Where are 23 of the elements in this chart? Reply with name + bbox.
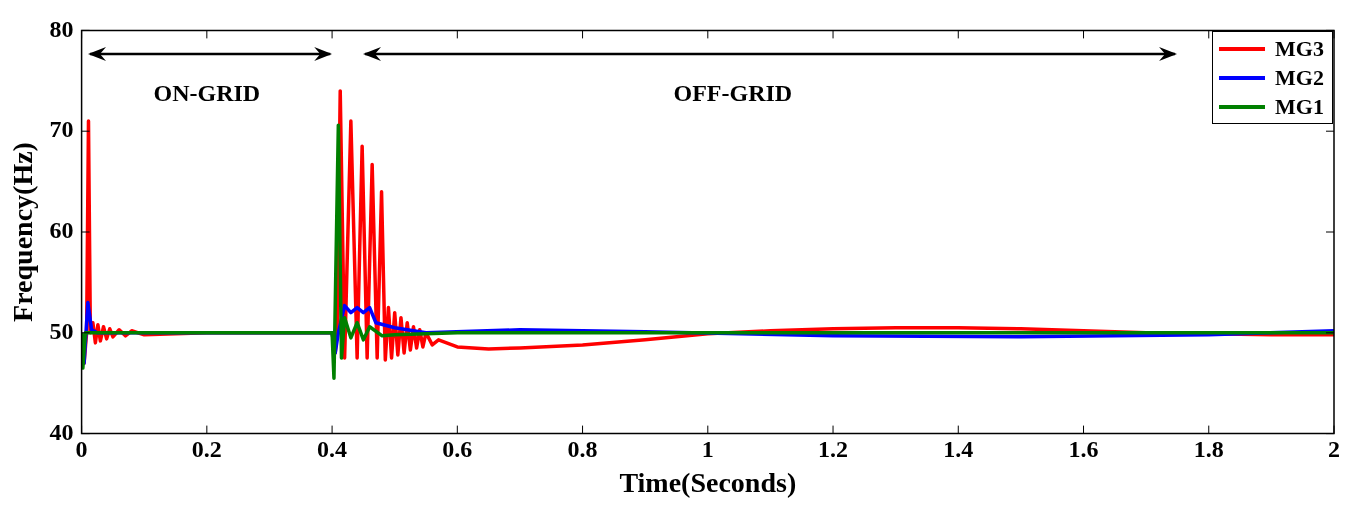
- y-tick-label: 50: [49, 318, 74, 344]
- y-tick-label: 70: [49, 116, 74, 143]
- annotation: ON-GRID: [153, 80, 261, 108]
- x-tick-label: 1: [701, 436, 714, 463]
- x-tick-label: 0.4: [317, 436, 348, 463]
- x-tick-label: 1.6: [1068, 436, 1099, 463]
- annotation: OFF-GRID: [673, 80, 793, 108]
- x-tick-label: 1.8: [1193, 436, 1224, 463]
- x-tick-label: 1.2: [818, 436, 849, 463]
- x-tick-label: 0.2: [191, 436, 222, 463]
- x-tick-label: 1.4: [943, 436, 974, 463]
- y-tick-label: 80: [49, 15, 74, 42]
- y-axis-title: Frequency(Hz): [7, 142, 39, 322]
- legend-label: MG2: [1275, 64, 1324, 91]
- x-tick-label: 0.8: [567, 436, 598, 463]
- y-tick-label: 40: [49, 418, 74, 445]
- x-tick-label: 0.6: [442, 436, 473, 463]
- x-tick-label: 2: [1328, 436, 1340, 463]
- y-tick-label: 60: [49, 217, 74, 244]
- x-tick-label: 0: [75, 436, 88, 463]
- legend-label: MG3: [1275, 35, 1324, 62]
- x-axis-title: Time(Seconds): [619, 467, 797, 499]
- legend-label: MG1: [1275, 93, 1324, 120]
